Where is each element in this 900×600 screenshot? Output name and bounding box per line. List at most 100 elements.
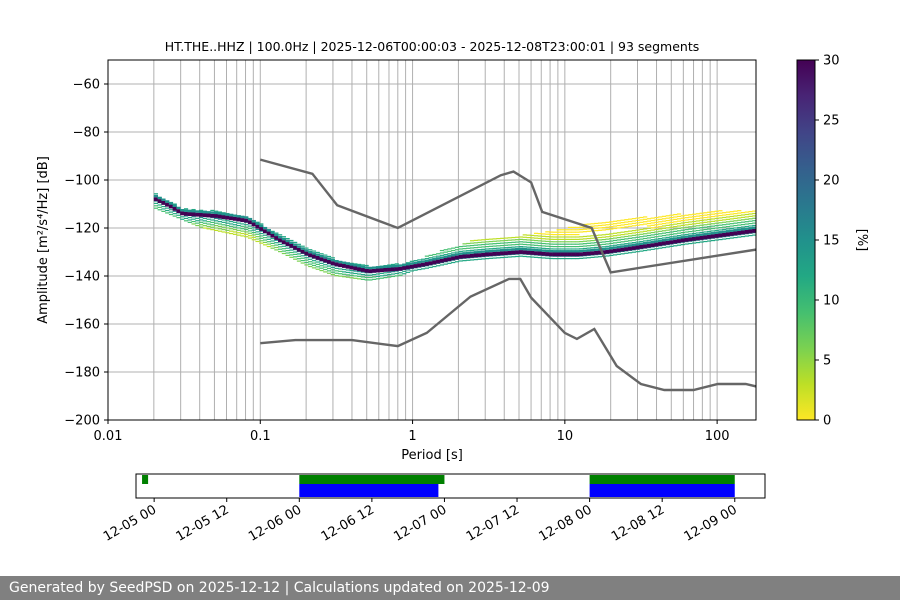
heatmap-cell — [669, 216, 674, 219]
heatmap-cell — [262, 229, 268, 234]
heatmap-cell — [390, 271, 396, 273]
heatmap-cell — [492, 257, 497, 259]
heatmap-cell — [722, 232, 727, 237]
heatmap-cell — [552, 248, 557, 250]
heatmap-cell — [737, 236, 742, 238]
heatmap-cell — [240, 223, 245, 225]
heatmap-cell — [707, 218, 712, 221]
heatmap-cell — [661, 241, 667, 246]
heatmap-cell — [462, 243, 467, 245]
heatmap-cell — [375, 273, 381, 275]
heatmap-cell — [326, 265, 332, 267]
heatmap-cell — [729, 231, 734, 236]
heatmap-cell — [221, 212, 226, 216]
heatmap-cell — [752, 234, 756, 236]
heatmap-cell — [624, 238, 629, 240]
heatmap-cell — [458, 245, 463, 248]
heatmap-cell — [673, 235, 678, 237]
heatmap-cell — [714, 239, 719, 241]
heatmap-cell — [199, 210, 204, 213]
heatmap-cell — [278, 248, 283, 250]
heatmap-cell — [616, 222, 621, 224]
heatmap-cell — [439, 249, 445, 252]
heatmap-cell — [722, 238, 727, 240]
availability-tick-label: 12-07 12 — [464, 502, 522, 544]
heatmap-cell — [582, 238, 588, 240]
heatmap-cell — [308, 258, 313, 260]
heatmap-cell — [251, 227, 256, 229]
heatmap-cell — [326, 257, 332, 260]
heatmap-cell — [308, 250, 313, 254]
heatmap-cell — [202, 210, 207, 214]
availability-tick-label: 12-05 00 — [101, 502, 159, 544]
heatmap-cell — [579, 229, 584, 231]
heatmap-cell — [537, 235, 542, 237]
heatmap-cell — [417, 263, 422, 268]
heatmap-cell — [451, 247, 456, 249]
colorbar-tick-label: 5 — [823, 354, 831, 369]
heatmap-cell — [740, 228, 746, 231]
heatmap-cell — [658, 228, 663, 230]
heatmap-cell — [357, 275, 362, 278]
heatmap-cell — [345, 269, 350, 271]
x-axis-label: Period [s] — [401, 448, 463, 463]
heatmap-cell — [722, 221, 727, 223]
x-tick-label: 10 — [557, 429, 574, 444]
heatmap-cell — [511, 256, 516, 258]
heatmap-cell — [680, 222, 685, 224]
heatmap-cell — [338, 273, 343, 275]
heatmap-cell — [402, 270, 407, 272]
heatmap-cell — [571, 238, 576, 240]
heatmap-cell — [590, 248, 595, 252]
heatmap-cell — [692, 236, 697, 241]
heatmap-cell — [646, 239, 652, 241]
heatmap-cell — [191, 216, 196, 218]
heatmap-cell — [195, 217, 200, 219]
heatmap-cell — [323, 254, 328, 256]
heatmap-cell — [707, 214, 712, 216]
heatmap-cell — [624, 240, 629, 242]
heatmap-cell — [744, 223, 749, 225]
heatmap-cell — [582, 231, 588, 233]
heatmap-cell — [225, 222, 230, 224]
heatmap-cell — [549, 245, 554, 248]
heatmap-cell — [684, 237, 689, 242]
heatmap-cell — [492, 245, 497, 247]
heatmap-cell — [575, 234, 580, 236]
heatmap-cell — [628, 237, 633, 239]
heatmap-cell — [714, 222, 719, 224]
heatmap-cell — [718, 219, 723, 221]
heatmap-cell — [564, 258, 569, 260]
heatmap-cell — [315, 266, 320, 268]
heatmap-cell — [564, 238, 569, 240]
heatmap-cell — [752, 212, 756, 215]
heatmap-cell — [737, 230, 742, 235]
heatmap-cell — [643, 237, 648, 240]
heatmap-cell — [560, 250, 565, 253]
heatmap-cell — [349, 269, 354, 272]
heatmap-cell — [187, 212, 192, 217]
heatmap-cell — [590, 247, 595, 249]
heatmap-cell — [199, 219, 204, 221]
heatmap-cell — [575, 226, 580, 228]
heatmap-cell — [609, 246, 614, 250]
heatmap-cell — [703, 212, 708, 214]
heatmap-cell — [579, 231, 584, 233]
heatmap-cell — [680, 236, 685, 239]
heatmap-cell — [488, 240, 493, 243]
heatmap-cell — [229, 216, 234, 221]
heatmap-cell — [549, 236, 554, 238]
heatmap-cell — [733, 215, 738, 217]
heatmap-cell — [740, 221, 746, 223]
heatmap-cell — [394, 264, 399, 268]
heatmap-cell — [695, 232, 700, 234]
heatmap-cell — [669, 237, 674, 241]
heatmap-cell — [635, 236, 640, 238]
heatmap-cell — [684, 226, 689, 228]
heatmap-cell — [357, 278, 362, 280]
heatmap-cell — [251, 229, 256, 231]
availability-tick-label: 12-07 00 — [391, 502, 449, 544]
heatmap-cell — [609, 249, 614, 254]
heatmap-cell — [692, 242, 697, 244]
heatmap-cell — [654, 238, 659, 240]
